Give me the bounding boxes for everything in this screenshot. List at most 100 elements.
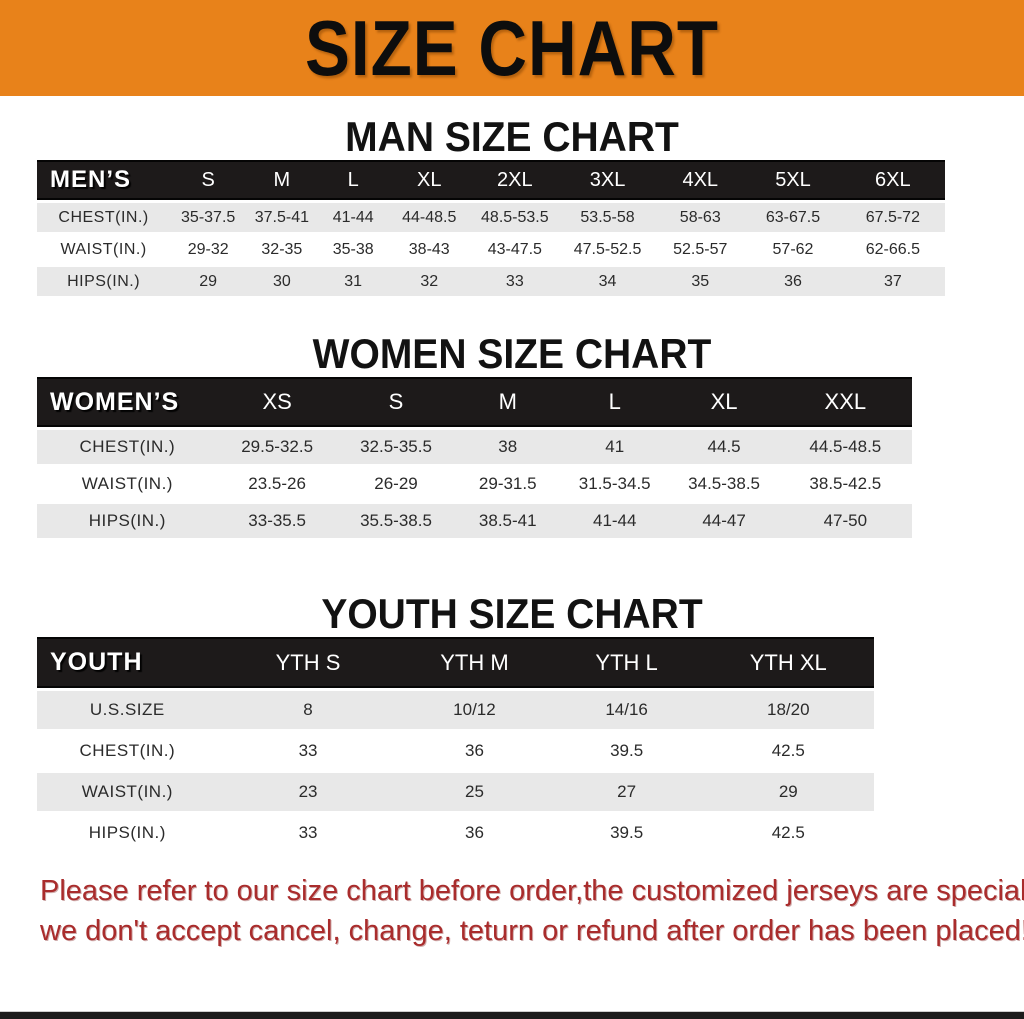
size-column-header: XXL [778, 377, 912, 427]
measurement-label: CHEST(IN.) [37, 203, 171, 232]
size-column-header: S [336, 377, 456, 427]
measurement-label: CHEST(IN.) [37, 732, 218, 770]
page-title: SIZE CHART [304, 4, 720, 92]
size-value: 42.5 [702, 814, 874, 852]
size-value: 62-66.5 [840, 235, 946, 264]
size-value: 37.5-41 [246, 203, 318, 232]
size-value: 44.5-48.5 [778, 430, 912, 464]
measurement-label: HIPS(IN.) [37, 814, 218, 852]
size-value: 52.5-57 [655, 235, 746, 264]
measurement-label: U.S.SIZE [37, 691, 218, 729]
spacer [912, 377, 988, 427]
size-value: 36 [745, 267, 841, 296]
size-value: 31 [317, 267, 389, 296]
size-column-header: 2XL [469, 160, 560, 200]
table-row: HIPS(IN.) 33 36 39.5 42.5 [37, 814, 988, 852]
size-value: 30 [246, 267, 318, 296]
spacer [874, 814, 988, 852]
size-value: 34.5-38.5 [669, 467, 779, 501]
size-value: 31.5-34.5 [560, 467, 670, 501]
size-value: 35 [655, 267, 746, 296]
table-title: MEN’S [37, 160, 171, 200]
size-value: 14/16 [550, 691, 703, 729]
size-value: 29-32 [170, 235, 247, 264]
size-value: 29-31.5 [455, 467, 561, 501]
size-value: 33 [217, 732, 399, 770]
size-value: 39.5 [550, 732, 703, 770]
table-title: YOUTH [37, 637, 218, 688]
size-value: 35-37.5 [170, 203, 247, 232]
size-value: 32-35 [246, 235, 318, 264]
size-value: 58-63 [655, 203, 746, 232]
measurement-label: WAIST(IN.) [37, 467, 218, 501]
size-value: 33 [217, 814, 399, 852]
table-row: HIPS(IN.) 33-35.5 35.5-38.5 38.5-41 41-44 44-… [37, 504, 988, 538]
size-value: 37 [840, 267, 946, 296]
disclaimer: Please refer to our size chart before or… [0, 871, 1024, 951]
size-value: 41 [560, 430, 670, 464]
spacer [912, 504, 988, 538]
spacer [945, 235, 988, 264]
size-value: 35-38 [317, 235, 389, 264]
section-heading-youth: YOUTH SIZE CHART [321, 591, 703, 638]
size-column-header: M [246, 160, 318, 200]
size-value: 42.5 [702, 732, 874, 770]
measurement-label: WAIST(IN.) [37, 235, 171, 264]
size-value: 43-47.5 [469, 235, 560, 264]
disclaimer-line-2: we don't accept cancel, change, teturn o… [40, 915, 1024, 947]
size-column-header: YTH M [398, 637, 551, 688]
banner: SIZE CHART [0, 0, 1024, 96]
size-value: 23 [217, 773, 399, 811]
size-value: 33 [469, 267, 560, 296]
size-value: 48.5-53.5 [469, 203, 560, 232]
size-value: 39.5 [550, 814, 703, 852]
table-row: CHEST(IN.) 33 36 39.5 42.5 [37, 732, 988, 770]
spacer [874, 637, 988, 688]
size-column-header: XL [669, 377, 779, 427]
spacer [945, 267, 988, 296]
size-value: 18/20 [702, 691, 874, 729]
size-value: 29.5-32.5 [217, 430, 337, 464]
size-column-header: M [455, 377, 561, 427]
size-column-header: L [317, 160, 389, 200]
spacer [874, 773, 988, 811]
disclaimer-line-1: Please refer to our size chart before or… [40, 875, 1024, 907]
size-value: 38.5-42.5 [778, 467, 912, 501]
size-value: 41-44 [560, 504, 670, 538]
size-column-header: 6XL [840, 160, 946, 200]
size-column-header: 3XL [560, 160, 656, 200]
size-column-header: L [560, 377, 670, 427]
women-size-table: WOMEN’S XS S M L XL XXL CHEST(IN.) 29.5-32.5 32.5… [37, 374, 988, 541]
size-column-header: S [170, 160, 247, 200]
table-row: WAIST(IN.) 23.5-26 26-29 29-31.5 31.5-34.5 34… [37, 467, 988, 501]
spacer [912, 430, 988, 464]
section-heading-women: WOMEN SIZE CHART [312, 331, 712, 378]
size-value: 47.5-52.5 [560, 235, 656, 264]
table-row: HIPS(IN.) 29 30 31 32 33 34 35 36 37 [37, 267, 988, 296]
size-value: 35.5-38.5 [336, 504, 456, 538]
size-value: 44.5 [669, 430, 779, 464]
size-value: 29 [170, 267, 247, 296]
spacer [874, 732, 988, 770]
table-header-row: MEN’S S M L XL 2XL 3XL 4XL 5XL 6XL [37, 160, 988, 200]
size-value: 34 [560, 267, 656, 296]
table-row: WAIST(IN.) 23 25 27 29 [37, 773, 988, 811]
size-value: 53.5-58 [560, 203, 656, 232]
spacer [945, 203, 988, 232]
size-value: 44-47 [669, 504, 779, 538]
size-value: 26-29 [336, 467, 456, 501]
size-value: 63-67.5 [745, 203, 841, 232]
size-value: 36 [398, 732, 551, 770]
spacer [912, 467, 988, 501]
table-header-row: WOMEN’S XS S M L XL XXL [37, 377, 988, 427]
size-value: 29 [702, 773, 874, 811]
size-column-header: 5XL [745, 160, 841, 200]
size-column-header: XS [217, 377, 337, 427]
size-value: 38.5-41 [455, 504, 561, 538]
spacer [874, 691, 988, 729]
size-value: 57-62 [745, 235, 841, 264]
measurement-label: CHEST(IN.) [37, 430, 218, 464]
size-value: 41-44 [317, 203, 389, 232]
table-header-row: YOUTH YTH S YTH M YTH L YTH XL [37, 637, 988, 688]
